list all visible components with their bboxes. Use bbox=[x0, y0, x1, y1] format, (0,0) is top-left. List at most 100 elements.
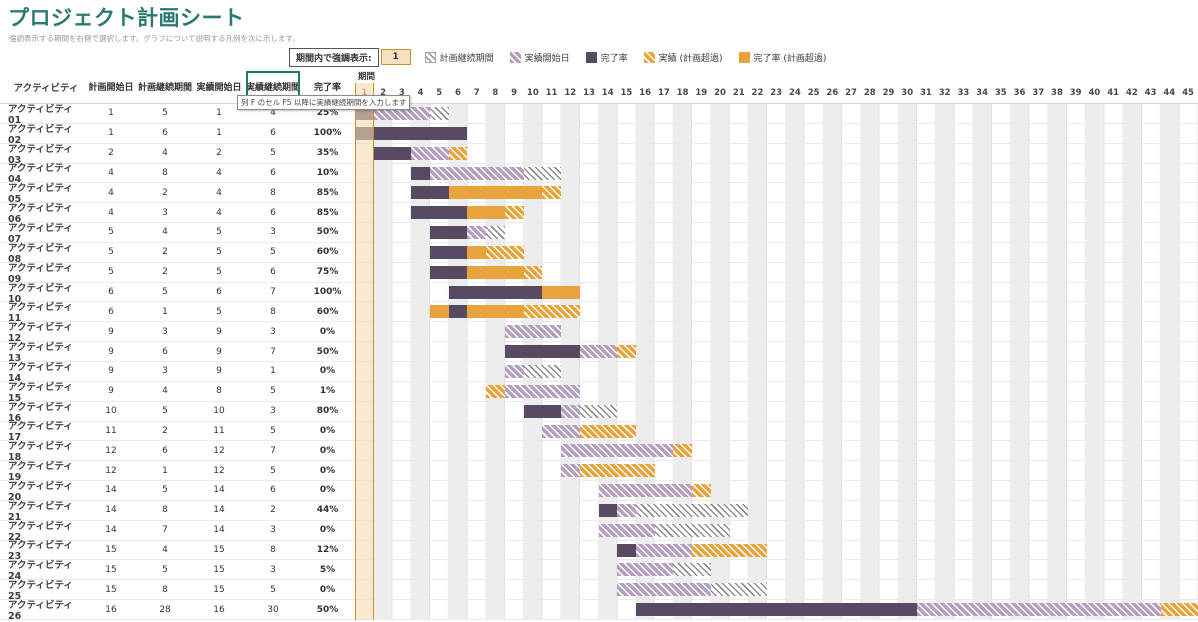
cell-percent-complete[interactable]: 44% bbox=[316, 505, 339, 516]
cell-percent-complete[interactable]: 50% bbox=[316, 346, 339, 357]
cell-percent-complete[interactable]: 0% bbox=[319, 425, 336, 436]
cell-activity[interactable]: アクティビティ 22 bbox=[8, 520, 73, 543]
cell-plan-start[interactable]: 6 bbox=[108, 287, 114, 298]
cell-actual-start[interactable]: 9 bbox=[216, 326, 222, 337]
cell-plan-start[interactable]: 9 bbox=[108, 386, 114, 397]
cell-actual-start[interactable]: 15 bbox=[213, 564, 225, 575]
cell-actual-start[interactable]: 11 bbox=[213, 425, 225, 436]
cell-percent-complete[interactable]: 25% bbox=[316, 108, 339, 119]
cell-activity[interactable]: アクティビティ 04 bbox=[8, 163, 73, 186]
cell-percent-complete[interactable]: 60% bbox=[316, 247, 339, 258]
cell-plan-duration[interactable]: 2 bbox=[162, 187, 168, 198]
cell-percent-complete[interactable]: 1% bbox=[319, 386, 336, 397]
cell-plan-duration[interactable]: 5 bbox=[162, 564, 168, 575]
cell-actual-start[interactable]: 14 bbox=[213, 525, 225, 536]
cell-actual-duration[interactable]: 7 bbox=[270, 445, 276, 456]
cell-activity[interactable]: アクティビティ 21 bbox=[8, 500, 73, 523]
cell-activity[interactable]: アクティビティ 19 bbox=[8, 461, 73, 484]
cell-actual-start[interactable]: 9 bbox=[216, 346, 222, 357]
cell-activity[interactable]: アクティビティ 02 bbox=[8, 123, 73, 146]
cell-actual-duration[interactable]: 3 bbox=[270, 227, 276, 238]
cell-actual-duration[interactable]: 4 bbox=[270, 108, 276, 119]
cell-percent-complete[interactable]: 0% bbox=[319, 584, 336, 595]
cell-plan-duration[interactable]: 3 bbox=[162, 366, 168, 377]
cell-plan-start[interactable]: 4 bbox=[108, 167, 114, 178]
column-header-plan-duration[interactable]: 計画継続期間 bbox=[138, 83, 193, 93]
column-header-percent-complete[interactable]: 完了率 bbox=[313, 83, 341, 93]
cell-activity[interactable]: アクティビティ 25 bbox=[8, 580, 73, 603]
cell-activity[interactable]: アクティビティ 20 bbox=[8, 480, 73, 503]
cell-activity[interactable]: アクティビティ 13 bbox=[8, 342, 73, 365]
cell-activity[interactable]: アクティビティ 16 bbox=[8, 401, 73, 424]
cell-plan-duration[interactable]: 28 bbox=[159, 604, 171, 615]
cell-actual-start[interactable]: 5 bbox=[216, 227, 222, 238]
cell-plan-start[interactable]: 14 bbox=[105, 505, 117, 516]
cell-actual-start[interactable]: 5 bbox=[216, 306, 222, 317]
cell-actual-start[interactable]: 4 bbox=[216, 207, 222, 218]
cell-plan-start[interactable]: 9 bbox=[108, 346, 114, 357]
cell-actual-duration[interactable]: 6 bbox=[270, 485, 276, 496]
cell-plan-duration[interactable]: 8 bbox=[162, 167, 168, 178]
cell-percent-complete[interactable]: 75% bbox=[316, 267, 339, 278]
cell-actual-duration[interactable]: 5 bbox=[270, 584, 276, 595]
cell-plan-start[interactable]: 4 bbox=[108, 207, 114, 218]
cell-plan-duration[interactable]: 6 bbox=[162, 346, 168, 357]
cell-actual-duration[interactable]: 7 bbox=[270, 287, 276, 298]
cell-actual-start[interactable]: 5 bbox=[216, 267, 222, 278]
cell-percent-complete[interactable]: 12% bbox=[316, 544, 339, 555]
cell-percent-complete[interactable]: 60% bbox=[316, 306, 339, 317]
cell-actual-start[interactable]: 8 bbox=[216, 386, 222, 397]
cell-plan-duration[interactable]: 2 bbox=[162, 425, 168, 436]
cell-activity[interactable]: アクティビティ 01 bbox=[8, 103, 73, 126]
cell-activity[interactable]: アクティビティ 24 bbox=[8, 560, 73, 583]
cell-activity[interactable]: アクティビティ 15 bbox=[8, 381, 73, 404]
cell-actual-duration[interactable]: 5 bbox=[270, 386, 276, 397]
highlight-period-input[interactable]: 1 bbox=[380, 49, 411, 65]
column-header-actual-start[interactable]: 実績開始日 bbox=[196, 83, 242, 93]
cell-plan-start[interactable]: 15 bbox=[105, 544, 117, 555]
cell-actual-duration[interactable]: 6 bbox=[270, 167, 276, 178]
cell-plan-start[interactable]: 4 bbox=[108, 187, 114, 198]
cell-plan-start[interactable]: 15 bbox=[105, 584, 117, 595]
column-header-plan-start[interactable]: 計画開始日 bbox=[88, 83, 134, 93]
cell-activity[interactable]: アクティビティ 08 bbox=[8, 242, 73, 265]
cell-actual-start[interactable]: 4 bbox=[216, 187, 222, 198]
cell-plan-duration[interactable]: 4 bbox=[162, 544, 168, 555]
cell-actual-duration[interactable]: 30 bbox=[267, 604, 279, 615]
cell-percent-complete[interactable]: 100% bbox=[313, 287, 342, 298]
cell-actual-duration[interactable]: 5 bbox=[270, 465, 276, 476]
cell-actual-start[interactable]: 1 bbox=[216, 128, 222, 139]
cell-actual-duration[interactable]: 8 bbox=[270, 544, 276, 555]
cell-plan-start[interactable]: 14 bbox=[105, 525, 117, 536]
cell-plan-start[interactable]: 16 bbox=[105, 604, 117, 615]
cell-percent-complete[interactable]: 10% bbox=[316, 167, 339, 178]
cell-plan-duration[interactable]: 8 bbox=[162, 505, 168, 516]
cell-actual-start[interactable]: 15 bbox=[213, 584, 225, 595]
cell-plan-duration[interactable]: 6 bbox=[162, 445, 168, 456]
cell-actual-duration[interactable]: 2 bbox=[270, 505, 276, 516]
cell-percent-complete[interactable]: 50% bbox=[316, 227, 339, 238]
cell-percent-complete[interactable]: 100% bbox=[313, 128, 342, 139]
cell-plan-duration[interactable]: 5 bbox=[162, 485, 168, 496]
cell-percent-complete[interactable]: 85% bbox=[316, 187, 339, 198]
cell-plan-duration[interactable]: 1 bbox=[162, 306, 168, 317]
cell-actual-duration[interactable]: 5 bbox=[270, 425, 276, 436]
cell-actual-start[interactable]: 2 bbox=[216, 148, 222, 159]
cell-plan-duration[interactable]: 4 bbox=[162, 227, 168, 238]
cell-actual-start[interactable]: 10 bbox=[213, 406, 225, 417]
cell-percent-complete[interactable]: 35% bbox=[316, 148, 339, 159]
cell-plan-duration[interactable]: 2 bbox=[162, 247, 168, 258]
cell-activity[interactable]: アクティビティ 10 bbox=[8, 282, 73, 305]
cell-activity[interactable]: アクティビティ 06 bbox=[8, 203, 73, 226]
cell-actual-start[interactable]: 4 bbox=[216, 167, 222, 178]
cell-actual-duration[interactable]: 7 bbox=[270, 346, 276, 357]
cell-plan-duration[interactable]: 3 bbox=[162, 207, 168, 218]
cell-percent-complete[interactable]: 80% bbox=[316, 406, 339, 417]
cell-actual-duration[interactable]: 3 bbox=[270, 525, 276, 536]
cell-actual-start[interactable]: 9 bbox=[216, 366, 222, 377]
cell-actual-duration[interactable]: 3 bbox=[270, 564, 276, 575]
cell-activity[interactable]: アクティビティ 23 bbox=[8, 540, 73, 563]
cell-actual-start[interactable]: 14 bbox=[213, 485, 225, 496]
cell-actual-start[interactable]: 5 bbox=[216, 247, 222, 258]
cell-plan-duration[interactable]: 4 bbox=[162, 386, 168, 397]
